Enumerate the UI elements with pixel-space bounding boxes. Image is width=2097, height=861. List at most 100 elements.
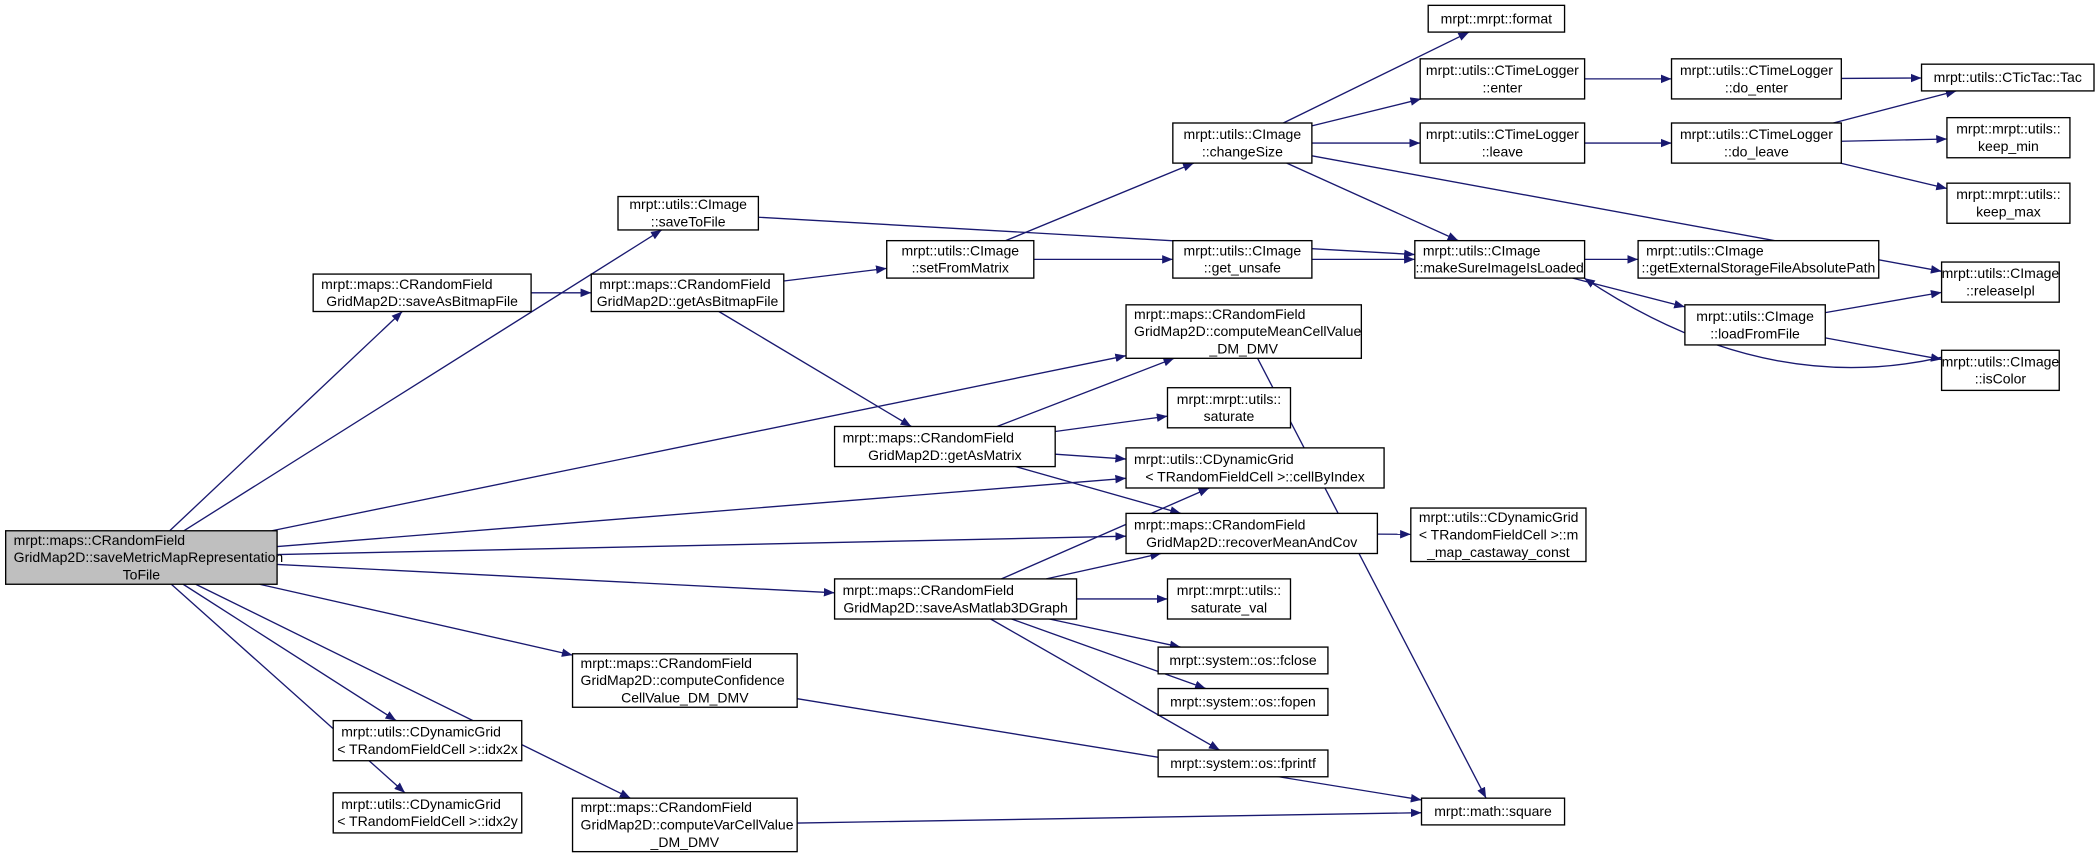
edge-matlab-to-cellByIndex	[1001, 487, 1210, 580]
node-cellByIndex[interactable]: mrpt::utils::CDynamicGrid< TRandomFieldC…	[1125, 447, 1385, 489]
node-box	[833, 578, 1078, 620]
node-label: mrpt::maps::CRandomField	[843, 582, 1014, 598]
node-label: _DM_DMV	[650, 834, 720, 850]
node-box	[312, 273, 532, 313]
node-format[interactable]: mrpt::mrpt::format	[1427, 4, 1566, 33]
node-square[interactable]: mrpt::math::square	[1420, 797, 1566, 826]
node-label: mrpt::maps::CRandomField	[321, 276, 492, 292]
node-label: mrpt::maps::CRandomField	[581, 799, 752, 815]
node-label: GridMap2D::getAsMatrix	[868, 447, 1021, 463]
node-getExternal[interactable]: mrpt::utils::CImage::getExternalStorageF…	[1637, 239, 1880, 279]
edge-loadFromFile-to-isColor	[1825, 337, 1942, 362]
node-box	[1172, 122, 1313, 164]
node-fclose[interactable]: mrpt::system::os::fclose	[1157, 646, 1329, 675]
node-box	[1920, 63, 2095, 92]
node-do_leave[interactable]: mrpt::utils::CTimeLogger::do_leave	[1670, 122, 1842, 164]
node-var[interactable]: mrpt::maps::CRandomFieldGridMap2D::compu…	[571, 797, 798, 853]
node-label: mrpt::maps::CRandomField	[1134, 306, 1305, 322]
edge-saveToFile-to-makeSure	[758, 216, 1415, 259]
node-label: < TRandomFieldCell >::m	[1419, 526, 1578, 542]
edge-getAsBitmapFile-to-getAsMatrix	[718, 310, 912, 428]
node-idx2x[interactable]: mrpt::utils::CDynamicGrid< TRandomFieldC…	[332, 719, 523, 762]
node-get_unsafe[interactable]: mrpt::utils::CImage::get_unsafe	[1172, 239, 1313, 279]
node-label: mrpt::mrpt::format	[1441, 10, 1552, 26]
node-label: < TRandomFieldCell >::cellByIndex	[1145, 468, 1364, 484]
node-box	[1420, 797, 1566, 826]
node-label: mrpt::maps::CRandomField	[581, 655, 752, 671]
node-getAsBitmapFile[interactable]: mrpt::maps::CRandomFieldGridMap2D::getAs…	[590, 273, 785, 313]
node-box	[1419, 58, 1586, 100]
node-label: mrpt::utils::CDynamicGrid	[341, 796, 501, 812]
edge-getAsMatrix-to-cellByIndex	[1055, 453, 1127, 463]
edge-matlab-to-fprintf	[990, 618, 1220, 751]
node-box	[886, 239, 1035, 279]
node-box	[1684, 304, 1826, 346]
node-saveToFile[interactable]: mrpt::utils::CImage::saveToFile	[617, 195, 760, 231]
node-box	[1946, 182, 2071, 224]
node-main[interactable]: mrpt::maps::CRandomFieldGridMap2D::saveM…	[5, 530, 284, 585]
edge-do_leave-to-keep_min	[1841, 134, 1947, 144]
node-box	[1637, 239, 1880, 279]
node-keep_max[interactable]: mrpt::mrpt::utils::keep_max	[1946, 182, 2071, 224]
node-enter[interactable]: mrpt::utils::CTimeLogger::enter	[1419, 58, 1586, 100]
node-label: mrpt::utils::CImage	[901, 242, 1019, 258]
edge-main-to-saveToFile	[183, 229, 663, 532]
edge-changeSize-to-makeSure	[1286, 162, 1459, 242]
node-recover[interactable]: mrpt::maps::CRandomFieldGridMap2D::recov…	[1125, 512, 1379, 555]
node-box	[1125, 304, 1363, 359]
node-label: mrpt::utils::CTimeLogger	[1680, 62, 1833, 78]
node-do_enter[interactable]: mrpt::utils::CTimeLogger::do_enter	[1670, 58, 1842, 100]
node-box	[571, 797, 798, 853]
edge-main-to-idx2x	[182, 583, 397, 722]
node-loadFromFile[interactable]: mrpt::utils::CImage::loadFromFile	[1684, 304, 1826, 346]
node-label: mrpt::utils::CImage	[1423, 242, 1541, 258]
node-leave[interactable]: mrpt::utils::CTimeLogger::leave	[1419, 122, 1586, 164]
node-computeMean[interactable]: mrpt::maps::CRandomFieldGridMap2D::compu…	[1125, 304, 1363, 359]
edge-changeSize-to-enter	[1311, 97, 1422, 127]
node-label: mrpt::maps::CRandomField	[599, 276, 770, 292]
node-label: GridMap2D::getAsBitmapFile	[597, 293, 779, 309]
node-releaseIpl[interactable]: mrpt::utils::CImage::releaseIpl	[1940, 261, 2060, 303]
node-tac[interactable]: mrpt::utils::CTicTac::Tac	[1920, 63, 2095, 92]
node-label: ToFile	[123, 567, 161, 583]
edge-computeMean-to-square	[1256, 357, 1487, 799]
edge-matlab-to-recover	[1046, 551, 1162, 580]
node-label: GridMap2D::computeConfidence	[581, 672, 785, 688]
node-setFromMatrix[interactable]: mrpt::utils::CImage::setFromMatrix	[886, 239, 1035, 279]
node-box	[571, 653, 798, 708]
edge-main-to-var	[195, 583, 631, 799]
node-label: ::setFromMatrix	[912, 260, 1009, 276]
edge-changeSize-to-format	[1283, 31, 1470, 124]
node-label: ::isColor	[1975, 371, 2027, 387]
node-box	[1940, 349, 2060, 392]
node-label: < TRandomFieldCell >::idx2y	[337, 813, 517, 829]
edge-main-to-computeMean	[271, 353, 1127, 532]
node-saveAsBitmapFile[interactable]: mrpt::maps::CRandomFieldGridMap2D::saveA…	[312, 273, 532, 313]
node-isColor[interactable]: mrpt::utils::CImage::isColor	[1940, 349, 2060, 392]
node-label: GridMap2D::saveAsMatlab3DGraph	[843, 599, 1067, 615]
node-label: ::makeSureImageIsLoaded	[1416, 260, 1584, 276]
node-saturate[interactable]: mrpt::mrpt::utils::saturate	[1166, 387, 1292, 429]
node-label: saturate_val	[1191, 599, 1267, 615]
node-changeSize[interactable]: mrpt::utils::CImage::changeSize	[1172, 122, 1313, 164]
node-label: mrpt::system::os::fopen	[1170, 694, 1316, 710]
node-castaway[interactable]: mrpt::utils::CDynamicGrid< TRandomFieldC…	[1410, 507, 1587, 563]
node-getAsMatrix[interactable]: mrpt::maps::CRandomFieldGridMap2D::getAs…	[833, 425, 1056, 468]
node-makeSure[interactable]: mrpt::utils::CImage::makeSureImageIsLoad…	[1414, 239, 1586, 279]
edge-getAsMatrix-to-saturate	[1055, 413, 1168, 433]
node-box	[1157, 687, 1329, 716]
node-label: keep_min	[1978, 138, 2039, 154]
node-label: mrpt::utils::CTimeLogger	[1426, 62, 1579, 78]
edge-getAsMatrix-to-recover	[1015, 465, 1182, 515]
nodes: mrpt::maps::CRandomFieldGridMap2D::saveM…	[5, 4, 2095, 853]
node-matlab[interactable]: mrpt::maps::CRandomFieldGridMap2D::saveA…	[833, 578, 1078, 620]
node-confidence[interactable]: mrpt::maps::CRandomFieldGridMap2D::compu…	[571, 653, 798, 708]
node-fprintf[interactable]: mrpt::system::os::fprintf	[1157, 749, 1329, 778]
node-saturate_val[interactable]: mrpt::mrpt::utils::saturate_val	[1166, 578, 1292, 620]
node-keep_min[interactable]: mrpt::mrpt::utils::keep_min	[1946, 116, 2071, 159]
node-idx2y[interactable]: mrpt::utils::CDynamicGrid< TRandomFieldC…	[332, 792, 523, 834]
edge-do_leave-to-keep_max	[1840, 162, 1948, 191]
edge-matlab-to-fclose	[1049, 618, 1181, 650]
node-fopen[interactable]: mrpt::system::os::fopen	[1157, 687, 1329, 716]
